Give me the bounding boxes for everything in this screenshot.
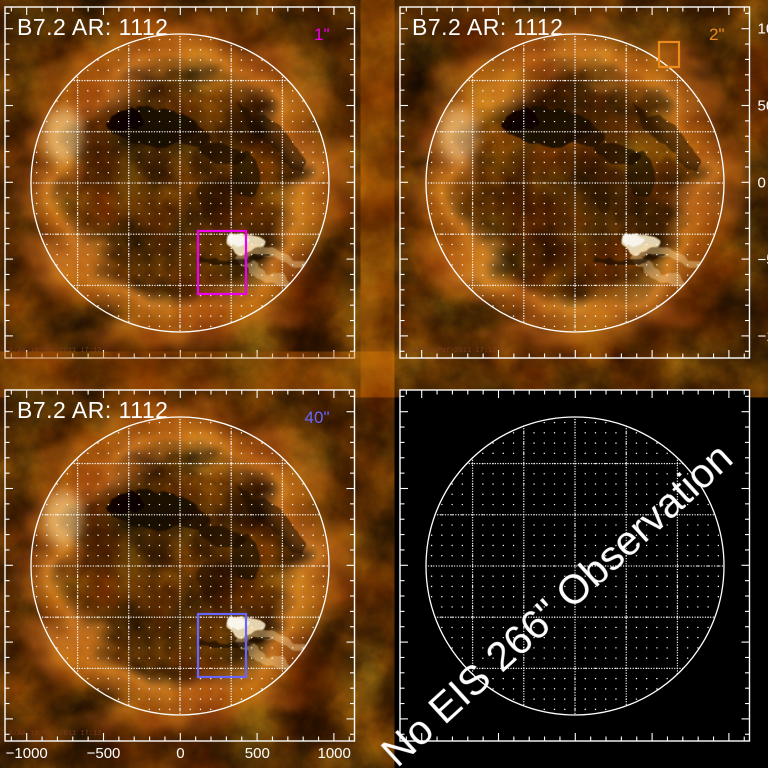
svg-text:−500: −500 (758, 251, 768, 268)
svg-text:500: 500 (758, 98, 768, 115)
svg-text:−1000: −1000 (758, 328, 768, 345)
svg-text:B7.2 AR: 1112: B7.2 AR: 1112 (17, 14, 168, 40)
svg-text:0: 0 (758, 174, 766, 191)
svg-text:1": 1" (314, 25, 330, 44)
svg-text:1000: 1000 (758, 21, 768, 38)
svg-text:X/AA 16-Mar-2011 17:12: X/AA 16-Mar-2011 17:12 (404, 347, 496, 355)
svg-text:X/AA 16-Mar-2011 17:12: X/AA 16-Mar-2011 17:12 (9, 347, 101, 355)
svg-text:2": 2" (709, 25, 725, 44)
svg-text:B7.2 AR: 1112: B7.2 AR: 1112 (412, 14, 563, 40)
